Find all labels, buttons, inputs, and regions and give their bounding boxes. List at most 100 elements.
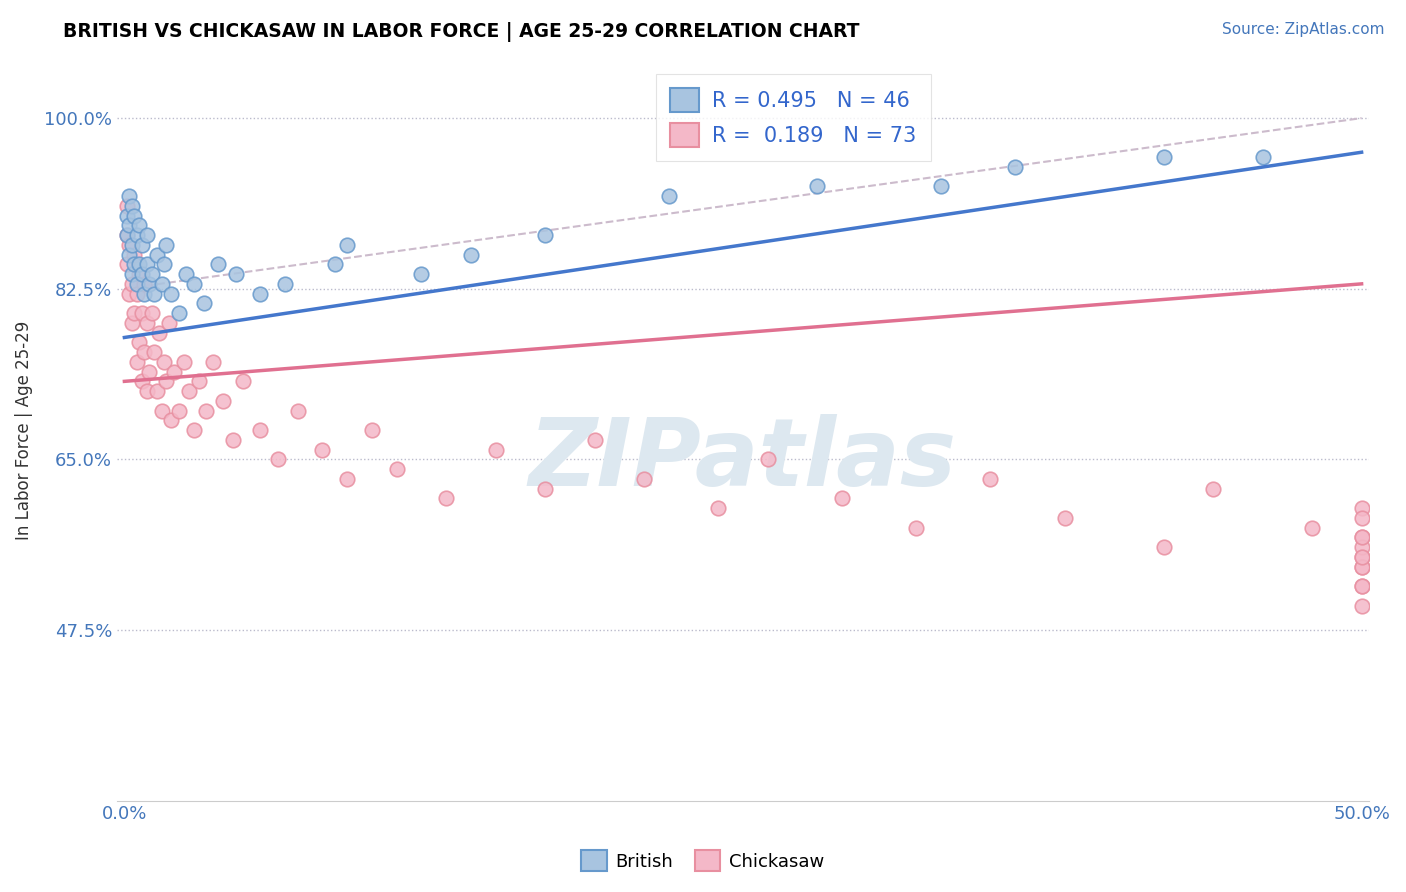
Point xyxy=(128,335,150,350)
Point xyxy=(360,423,382,437)
Point xyxy=(249,286,271,301)
Point xyxy=(225,267,247,281)
Point xyxy=(1350,579,1372,593)
Point xyxy=(138,365,160,379)
Point xyxy=(167,306,190,320)
Point xyxy=(1350,530,1372,544)
Point xyxy=(125,286,148,301)
Point xyxy=(385,462,408,476)
Point xyxy=(115,199,138,213)
Point xyxy=(134,286,156,301)
Point xyxy=(118,286,141,301)
Point xyxy=(534,228,557,243)
Point xyxy=(222,433,245,447)
Point xyxy=(1350,559,1372,574)
Point xyxy=(148,326,170,340)
Point xyxy=(163,365,186,379)
Text: Source: ZipAtlas.com: Source: ZipAtlas.com xyxy=(1222,22,1385,37)
Point xyxy=(336,472,359,486)
Point xyxy=(212,393,235,408)
Point xyxy=(979,472,1001,486)
Point xyxy=(155,375,177,389)
Point xyxy=(534,482,557,496)
Point xyxy=(411,267,433,281)
Point xyxy=(135,257,157,271)
Point xyxy=(124,209,146,223)
Point xyxy=(135,316,157,330)
Point xyxy=(460,247,482,261)
Point xyxy=(1004,160,1026,174)
Text: BRITISH VS CHICKASAW IN LABOR FORCE | AGE 25-29 CORRELATION CHART: BRITISH VS CHICKASAW IN LABOR FORCE | AG… xyxy=(63,22,860,42)
Point xyxy=(174,267,197,281)
Point xyxy=(115,257,138,271)
Point xyxy=(125,355,148,369)
Point xyxy=(831,491,853,506)
Point xyxy=(128,267,150,281)
Point xyxy=(1350,501,1372,516)
Point xyxy=(202,355,225,369)
Point xyxy=(115,228,138,243)
Point xyxy=(1053,511,1076,525)
Point xyxy=(145,247,167,261)
Point xyxy=(135,384,157,398)
Point xyxy=(1202,482,1225,496)
Point xyxy=(183,423,205,437)
Point xyxy=(274,277,297,291)
Point xyxy=(1350,559,1372,574)
Point xyxy=(155,238,177,252)
Point xyxy=(125,277,148,291)
Point xyxy=(121,238,143,252)
Point xyxy=(124,257,146,271)
Point xyxy=(287,403,309,417)
Y-axis label: In Labor Force | Age 25-29: In Labor Force | Age 25-29 xyxy=(15,320,32,540)
Point xyxy=(336,238,359,252)
Point xyxy=(207,257,229,271)
Point xyxy=(121,277,143,291)
Point xyxy=(193,296,215,310)
Point xyxy=(141,267,163,281)
Point xyxy=(124,247,146,261)
Point xyxy=(167,403,190,417)
Point xyxy=(118,219,141,233)
Point xyxy=(138,277,160,291)
Point xyxy=(1251,150,1274,164)
Point xyxy=(1350,579,1372,593)
Point xyxy=(118,189,141,203)
Point xyxy=(145,384,167,398)
Point xyxy=(134,277,156,291)
Point xyxy=(160,286,183,301)
Point xyxy=(160,413,183,427)
Point xyxy=(1350,599,1372,613)
Point xyxy=(323,257,346,271)
Point xyxy=(183,277,205,291)
Point xyxy=(150,277,173,291)
Point xyxy=(707,501,730,516)
Point xyxy=(131,238,153,252)
Point xyxy=(1153,150,1175,164)
Point xyxy=(121,199,143,213)
Point xyxy=(115,228,138,243)
Point xyxy=(905,520,928,534)
Point xyxy=(121,316,143,330)
Point xyxy=(131,375,153,389)
Point xyxy=(195,403,218,417)
Point xyxy=(118,238,141,252)
Point xyxy=(125,228,148,243)
Point xyxy=(131,306,153,320)
Point xyxy=(128,219,150,233)
Point xyxy=(187,375,209,389)
Point xyxy=(1350,549,1372,564)
Point xyxy=(1153,540,1175,554)
Point xyxy=(121,267,143,281)
Legend: British, Chickasaw: British, Chickasaw xyxy=(574,843,832,879)
Point xyxy=(249,423,271,437)
Point xyxy=(806,179,828,194)
Point xyxy=(150,403,173,417)
Point xyxy=(484,442,506,457)
Legend: R = 0.495   N = 46, R =  0.189   N = 73: R = 0.495 N = 46, R = 0.189 N = 73 xyxy=(655,74,931,161)
Point xyxy=(134,345,156,359)
Point xyxy=(131,267,153,281)
Point xyxy=(1350,530,1372,544)
Point xyxy=(1350,511,1372,525)
Point xyxy=(124,306,146,320)
